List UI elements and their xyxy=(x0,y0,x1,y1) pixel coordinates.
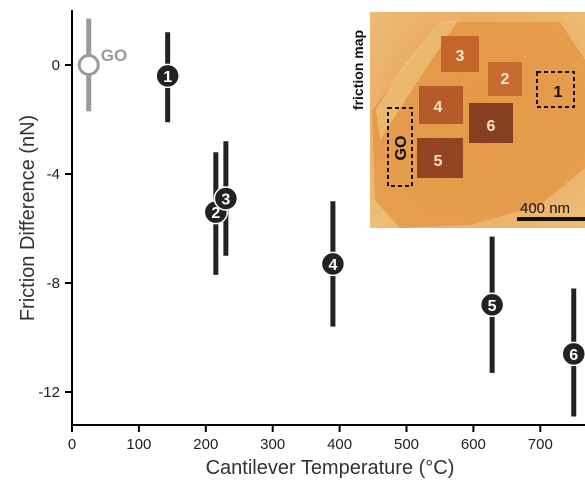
data-point-label-3: 3 xyxy=(221,192,230,209)
data-point-1 xyxy=(155,63,180,89)
y-tick-label: -8 xyxy=(47,275,60,292)
x-tick-label: 200 xyxy=(193,436,218,453)
inset-box-go xyxy=(387,107,413,187)
inset-label-go: GO xyxy=(393,136,410,161)
data-point-6 xyxy=(561,341,585,367)
friction-map-inset: 3 2 4 6 5 1 GO 400 nm friction map xyxy=(350,12,585,228)
inset-texture xyxy=(370,12,585,228)
go-point xyxy=(77,54,100,76)
inset-scalebar-label: 400 nm xyxy=(520,200,570,217)
x-tick-label: 0 xyxy=(68,436,76,453)
go-point-label: GO xyxy=(101,46,127,65)
inset-label-1: 1 xyxy=(554,84,563,101)
data-point-3 xyxy=(213,186,239,211)
data-point-label-1: 1 xyxy=(163,69,172,86)
data-point-5 xyxy=(479,292,505,318)
inset-label-5: 5 xyxy=(434,153,443,170)
inset-title: friction map xyxy=(350,30,366,110)
x-tick-label: 700 xyxy=(528,436,553,453)
y-axis-label: Friction Difference (nN) xyxy=(17,115,39,321)
inset-label-4: 4 xyxy=(434,99,443,116)
x-axis-label: Cantilever Temperature (°C) xyxy=(206,457,455,479)
data-point-label-5: 5 xyxy=(488,298,497,315)
data-point-4 xyxy=(320,251,346,277)
inset-label-2: 2 xyxy=(501,71,510,88)
y-tick-label: -12 xyxy=(38,384,60,401)
x-tick-label: 400 xyxy=(327,436,352,453)
data-point-label-2: 2 xyxy=(211,205,220,222)
axes: 0 100 200 300 400 500 600 700 0 -4 -8 -12 xyxy=(38,10,585,453)
x-tick-label: 300 xyxy=(260,436,285,453)
inset-box-1 xyxy=(536,71,575,108)
y-tick-label: 0 xyxy=(52,57,60,74)
inset-label-3: 3 xyxy=(456,48,465,65)
x-tick-label: 600 xyxy=(461,436,486,453)
data-point-label-6: 6 xyxy=(569,347,578,364)
y-tick-label: -4 xyxy=(47,166,60,183)
y-ticks: 0 -4 -8 -12 xyxy=(38,57,72,401)
x-ticks: 0 100 200 300 400 500 600 700 xyxy=(68,425,553,453)
x-tick-label: 100 xyxy=(126,436,151,453)
x-tick-label: 500 xyxy=(394,436,419,453)
inset-label-6: 6 xyxy=(487,118,496,135)
data-point-label-4: 4 xyxy=(328,257,337,274)
